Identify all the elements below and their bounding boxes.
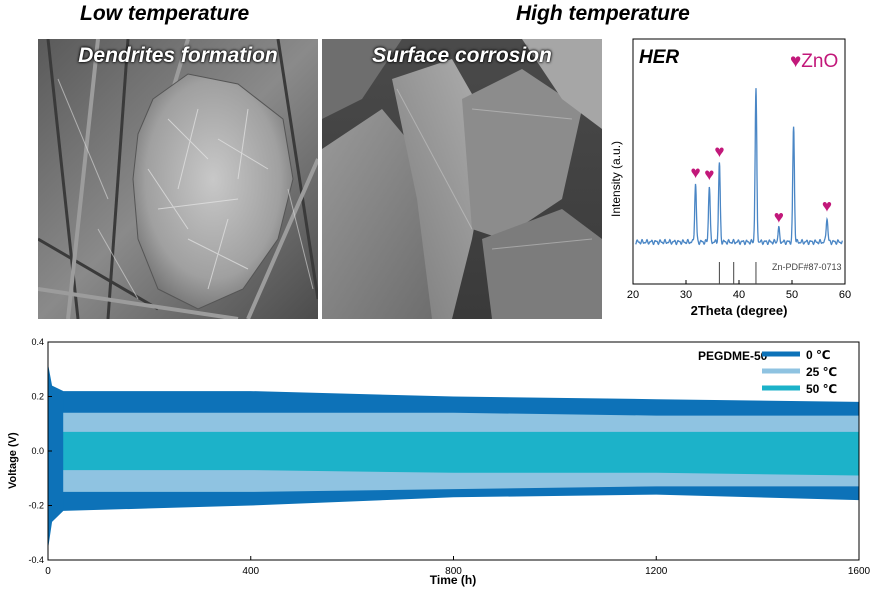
voltage-legend: 0 ℃ 25 ℃ 50 ℃ — [762, 348, 837, 396]
heart-icon: ♥ — [774, 207, 784, 226]
legend-label: 0 ℃ — [806, 348, 831, 362]
xrd-plot-frame — [632, 38, 846, 285]
xrd-pattern-line — [635, 88, 843, 246]
voltage-y-tick-label: 0.2 — [31, 392, 44, 402]
xrd-x-tick-label: 50 — [786, 289, 798, 301]
xrd-zno-legend: ♥ZnO — [790, 51, 838, 72]
xrd-x-tick-label: 20 — [627, 289, 639, 301]
xrd-title: HER — [639, 47, 679, 68]
sem-image-dendrites: Dendrites formation — [38, 39, 318, 319]
legend-label: 50 ℃ — [806, 382, 837, 396]
voltage-xlabel: Time (h) — [430, 573, 476, 587]
voltage-y-tick-label: 0.4 — [31, 337, 44, 347]
xrd-x-tick-label: 60 — [839, 289, 851, 301]
xrd-zno-markers: ♥ ♥♥♥♥ — [690, 142, 832, 226]
voltage-x-tick-label: 1200 — [645, 566, 668, 577]
sem-dendrites-picture — [38, 39, 318, 319]
voltage-y-tick-label: 0.0 — [31, 446, 44, 456]
voltage-bands — [48, 363, 859, 550]
label-dendrites-formation: Dendrites formation — [78, 44, 278, 67]
label-surface-corrosion: Surface corrosion — [372, 44, 552, 67]
voltage-x-tick-label: 1600 — [848, 566, 871, 577]
heart-icon: ♥ — [704, 165, 714, 184]
heart-icon: ♥ — [822, 197, 832, 216]
sem-image-corrosion: Surface corrosion — [322, 39, 602, 319]
xrd-reference-pattern — [718, 262, 757, 284]
heading-low-temperature: Low temperature — [80, 2, 250, 25]
voltage-initial-spike — [48, 363, 64, 550]
xrd-xlabel: 2Theta (degree) — [691, 303, 788, 318]
voltage-band-series — [48, 431, 859, 476]
xrd-x-axis: 20 30 40 50 60 — [627, 280, 851, 301]
voltage-x-tick-label: 0 — [45, 566, 51, 577]
voltage-y-tick-label: -0.4 — [28, 555, 44, 565]
xrd-x-tick-label: 40 — [733, 289, 745, 301]
heading-high-temperature: High temperature — [516, 2, 690, 25]
xrd-reference-label: Zn-PDF#87-0713 — [772, 262, 842, 272]
voltage-y-tick-label: -0.2 — [28, 501, 44, 511]
voltage-axes: 0 400 800 1200 1600 -0.4 -0.2 0.0 0.2 0.4 — [28, 337, 870, 577]
voltage-ylabel: Voltage (V) — [7, 432, 19, 489]
voltage-x-tick-label: 800 — [445, 566, 462, 577]
legend-label: 25 ℃ — [806, 365, 837, 379]
heart-icon: ♥ — [690, 163, 700, 182]
legend-title: PEGDME-50 — [698, 349, 768, 363]
xrd-chart: HER ♥ZnO Intensity (a.u.) 2Theta (degree… — [609, 38, 851, 318]
xrd-ylabel: Intensity (a.u.) — [609, 141, 623, 217]
xrd-x-tick-label: 30 — [680, 289, 692, 301]
voltage-chart: 0 400 800 1200 1600 -0.4 -0.2 0.0 0.2 0.4 Voltage… — [7, 337, 871, 587]
sem-corrosion-picture — [322, 39, 602, 319]
voltage-x-tick-label: 400 — [242, 566, 259, 577]
heart-icon: ♥ — [714, 142, 724, 161]
